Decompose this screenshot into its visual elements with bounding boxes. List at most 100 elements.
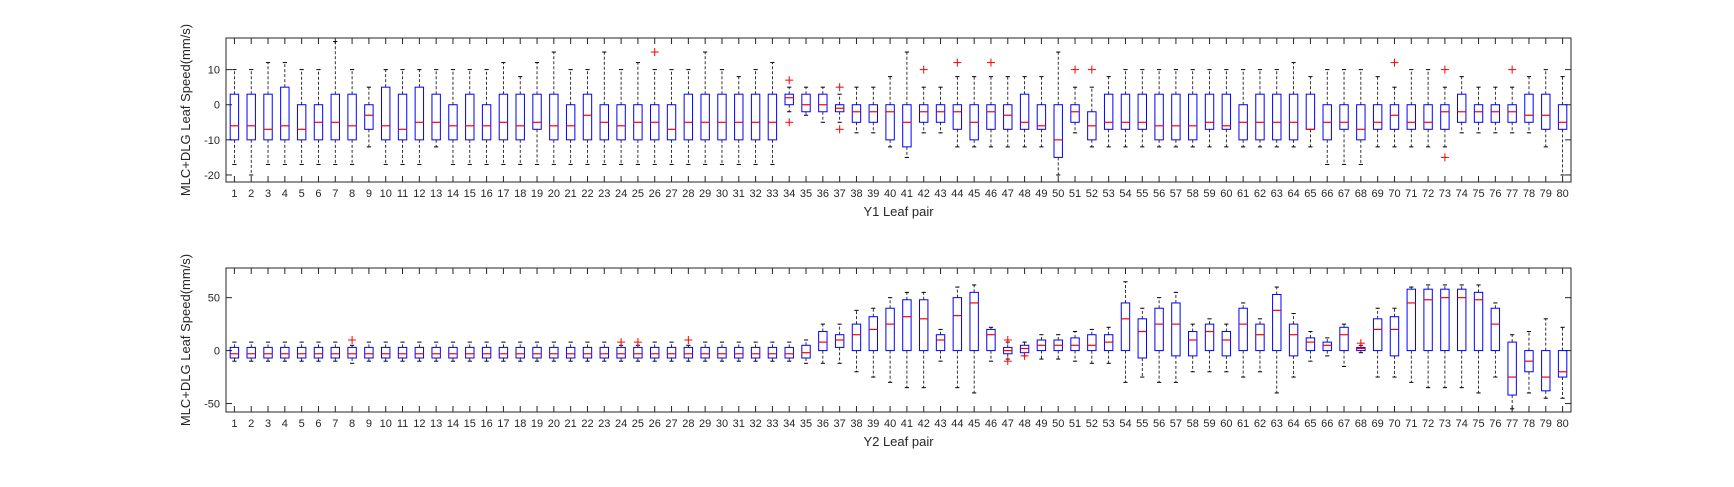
box-leaf-15 — [465, 69, 475, 165]
axes-frame — [225, 267, 1572, 413]
x-ticks: 1 2 3 4 5 6 7 8 9 10 11 12 13 14 15 16 17 18 19 20 21 22 23 24 2… — [231, 268, 1569, 430]
x-tick-label: 40 — [884, 418, 896, 430]
iqr-box — [1087, 334, 1097, 352]
x-tick-label: 50 — [1052, 188, 1064, 200]
iqr-box — [700, 346, 710, 359]
x-tick-label: 14 — [447, 418, 459, 430]
box-leaf-76 — [1490, 86, 1501, 134]
x-tick-label: 1 — [231, 188, 237, 200]
box-leaf-57 — [1171, 291, 1181, 383]
iqr-box — [1204, 93, 1215, 130]
iqr-box — [801, 344, 811, 359]
iqr-box — [885, 307, 895, 352]
iqr-box — [280, 346, 290, 359]
box-leaf-19 — [532, 341, 542, 362]
y-tick-label: 0 — [214, 100, 220, 112]
box-leaf-31 — [734, 76, 744, 165]
iqr-box — [1440, 288, 1450, 352]
iqr-box — [986, 328, 996, 352]
box-leaf-77 — [1507, 334, 1517, 410]
box-leaf-7 — [330, 41, 340, 165]
box-leaf-72 — [1423, 284, 1433, 389]
y-tick-label: 10 — [208, 65, 220, 77]
iqr-box — [263, 93, 273, 141]
iqr-box — [1103, 93, 1114, 130]
box-leaf-56 — [1154, 69, 1164, 148]
x-tick-label: 73 — [1439, 188, 1451, 200]
iqr-box — [448, 346, 458, 359]
box-leaf-73 — [1440, 65, 1450, 162]
iqr-box — [784, 346, 794, 359]
x-tick-label: 53 — [1103, 418, 1115, 430]
iqr-box — [498, 93, 509, 141]
box-leaf-47 — [1003, 76, 1013, 148]
box-leaf-8 — [347, 69, 357, 165]
boxes — [229, 281, 1568, 410]
iqr-box — [1490, 307, 1501, 352]
box-leaf-57 — [1171, 69, 1181, 148]
iqr-box — [515, 93, 525, 141]
iqr-box — [229, 346, 240, 359]
x-tick-label: 32 — [749, 188, 761, 200]
x-tick-label: 26 — [649, 188, 661, 200]
box-leaf-44 — [952, 58, 963, 148]
x-tick-label: 35 — [800, 418, 812, 430]
box-leaf-49 — [1036, 334, 1047, 360]
box-leaf-12 — [414, 69, 425, 165]
box-leaf-77 — [1507, 65, 1517, 134]
iqr-box — [1221, 93, 1232, 130]
outlier-marker — [1390, 58, 1399, 67]
box-leaf-29 — [700, 341, 710, 362]
x-tick-label: 12 — [413, 418, 425, 430]
x-tick-label: 4 — [282, 418, 288, 430]
x-tick-label: 51 — [1069, 418, 1081, 430]
iqr-box — [700, 93, 710, 141]
iqr-box — [1120, 302, 1131, 352]
iqr-box — [1356, 104, 1366, 141]
iqr-box — [431, 346, 441, 359]
iqr-box — [919, 299, 929, 352]
box-leaf-14 — [448, 341, 458, 362]
iqr-box — [1154, 307, 1164, 352]
box-leaf-60 — [1221, 323, 1232, 373]
iqr-box — [1188, 93, 1198, 141]
iqr-box — [229, 93, 240, 141]
iqr-box — [1305, 93, 1316, 130]
box-leaf-32 — [750, 341, 761, 362]
box-leaf-75 — [1473, 86, 1484, 134]
box-leaf-9 — [364, 86, 374, 148]
box-leaf-64 — [1288, 313, 1299, 378]
x-tick-label: 31 — [733, 418, 745, 430]
x-tick-label: 48 — [1018, 188, 1030, 200]
x-tick-label: 73 — [1439, 418, 1451, 430]
x-tick-label: 72 — [1422, 188, 1434, 200]
box-leaf-37 — [834, 323, 845, 364]
outlier-marker — [1071, 65, 1080, 74]
x-tick-label: 46 — [985, 188, 997, 200]
outlier-marker — [1003, 336, 1012, 344]
box-leaf-46 — [986, 326, 996, 362]
x-tick-label: 64 — [1287, 418, 1299, 430]
iqr-box — [717, 346, 727, 359]
iqr-box — [1423, 288, 1433, 352]
x-tick-label: 6 — [315, 418, 321, 430]
box-leaf-53 — [1103, 76, 1114, 148]
x-tick-label: 29 — [699, 188, 711, 200]
x-tick-label: 65 — [1304, 188, 1316, 200]
box-leaf-8 — [347, 336, 357, 364]
outlier-marker — [919, 65, 928, 74]
box-leaf-46 — [986, 58, 996, 148]
x-tick-label: 47 — [1002, 418, 1014, 430]
x-tick-label: 18 — [514, 418, 526, 430]
box-leaf-61 — [1238, 302, 1248, 378]
iqr-box — [448, 104, 458, 141]
box-leaf-56 — [1154, 297, 1164, 383]
iqr-box — [481, 346, 492, 359]
x-tick-label: 35 — [800, 188, 812, 200]
box-leaf-25 — [633, 338, 643, 362]
x-tick-label: 33 — [766, 418, 778, 430]
x-tick-label: 66 — [1321, 188, 1333, 200]
iqr-box — [1003, 104, 1013, 130]
x-tick-label: 43 — [934, 418, 946, 430]
x-tick-label: 28 — [682, 418, 694, 430]
